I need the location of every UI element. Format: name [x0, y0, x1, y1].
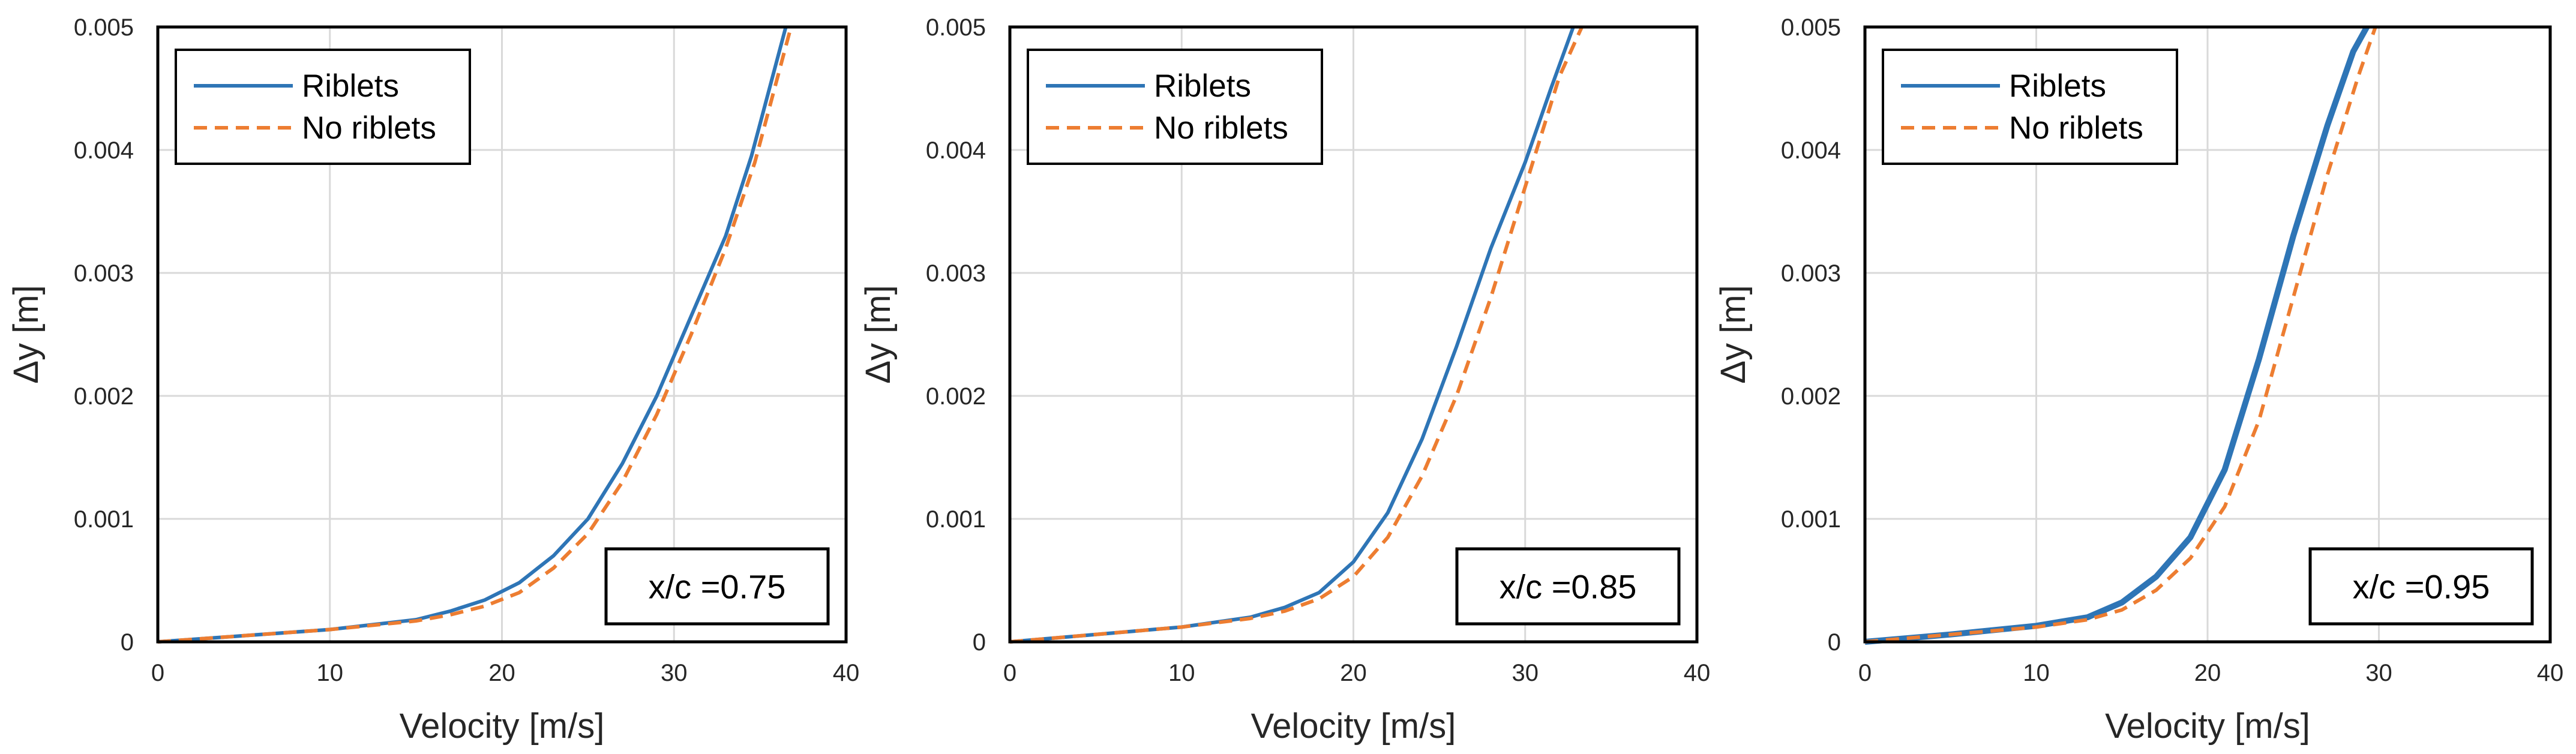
- x-tick-label: 30: [2365, 660, 2392, 686]
- x-tick-label: 0: [1858, 660, 1872, 686]
- y-tick-label: 0.005: [926, 14, 986, 41]
- x-tick-label: 10: [1168, 660, 1195, 686]
- x-tick-label: 20: [2194, 660, 2221, 686]
- chart-panel-3: 0 10 20 30 40 0 0.001 0.002 0.003 0.004 0.005 Veloc…: [1714, 14, 2563, 746]
- y-tick-label: 0.003: [1781, 260, 1841, 287]
- y-tick-label: 0: [973, 629, 986, 656]
- no-riblets-series-line: [157, 26, 793, 644]
- x-tick-label: 0: [151, 660, 164, 686]
- legend-riblets-label: Riblets: [2009, 68, 2106, 104]
- x-tick-label: 10: [317, 660, 344, 686]
- annotation: x/c =0.85: [1455, 547, 1681, 626]
- legend-box: [1882, 49, 2178, 165]
- x-tick-label: 20: [1340, 660, 1367, 686]
- legend-box: [1027, 49, 1323, 165]
- plot-frame: [1008, 25, 1699, 644]
- y-tick-label: 0.004: [1781, 137, 1841, 164]
- legend-riblets-label: Riblets: [1154, 68, 1251, 104]
- annotation-label: x/c =0.75: [649, 568, 786, 606]
- y-tick-label: 0.004: [74, 137, 134, 164]
- annotation-label: x/c =0.95: [2353, 568, 2490, 606]
- plot-frame: [156, 25, 848, 644]
- y-tick-label: 0.002: [1781, 383, 1841, 410]
- legend-no-riblets-label: No riblets: [1154, 110, 1288, 146]
- y-axis-label: Δy [m]: [7, 285, 46, 383]
- legend-riblets-label: Riblets: [302, 68, 399, 104]
- y-tick-label: 0: [121, 629, 134, 656]
- legend-box: [175, 49, 471, 165]
- no-riblets-series-line: [1009, 26, 1584, 644]
- x-tick-label: 30: [661, 660, 688, 686]
- x-tick-label: 0: [1003, 660, 1016, 686]
- y-tick-label: 0.001: [926, 506, 986, 533]
- chart-panel-1: 0 10 20 30 40 0 0.001 0.002 0.003 0.004 0.005 Veloc…: [7, 14, 859, 746]
- riblets-series-line: [1009, 26, 1575, 644]
- y-tick-label: 0.002: [926, 383, 986, 410]
- x-tick-label: 40: [2537, 660, 2564, 686]
- y-tick-label: 0.005: [74, 14, 134, 41]
- annotation: x/c =0.95: [2308, 547, 2534, 626]
- x-tick-label: 40: [833, 660, 860, 686]
- y-axis-label: Δy [m]: [1714, 285, 1753, 383]
- y-tick-label: 0.004: [926, 137, 986, 164]
- y-tick-label: 0.003: [74, 260, 134, 287]
- x-tick-label: 30: [1512, 660, 1539, 686]
- legend: Riblets No riblets: [175, 49, 471, 165]
- annotation-box: [604, 547, 830, 626]
- x-tick-label: 20: [488, 660, 515, 686]
- y-tick-label: 0.005: [1781, 14, 1841, 41]
- y-tick-label: 0: [1828, 629, 1841, 656]
- legend: Riblets No riblets: [1882, 49, 2178, 165]
- x-axis-label: Velocity [m/s]: [400, 707, 605, 746]
- legend: Riblets No riblets: [1027, 49, 1323, 165]
- y-tick-label: 0.002: [74, 383, 134, 410]
- legend-no-riblets-label: No riblets: [2009, 110, 2143, 146]
- x-axis-label: Velocity [m/s]: [2105, 707, 2310, 746]
- plot-frame: [1863, 25, 2552, 644]
- y-tick-label: 0.001: [74, 506, 134, 533]
- x-axis-label: Velocity [m/s]: [1251, 707, 1456, 746]
- x-tick-label: 40: [1684, 660, 1711, 686]
- annotation-box: [2308, 547, 2534, 626]
- annotation-label: x/c =0.85: [1500, 568, 1637, 606]
- y-axis-label: Δy [m]: [859, 285, 898, 383]
- y-tick-label: 0.003: [926, 260, 986, 287]
- legend-no-riblets-label: No riblets: [302, 110, 436, 146]
- y-tick-label: 0.001: [1781, 506, 1841, 533]
- annotation-box: [1455, 547, 1681, 626]
- annotation: x/c =0.75: [604, 547, 830, 626]
- no-riblets-series-line: [1864, 26, 2377, 644]
- x-tick-label: 10: [2023, 660, 2050, 686]
- chart-panel-2: 0 10 20 30 40 0 0.001 0.002 0.003 0.004 0.005 Veloc…: [859, 14, 1710, 746]
